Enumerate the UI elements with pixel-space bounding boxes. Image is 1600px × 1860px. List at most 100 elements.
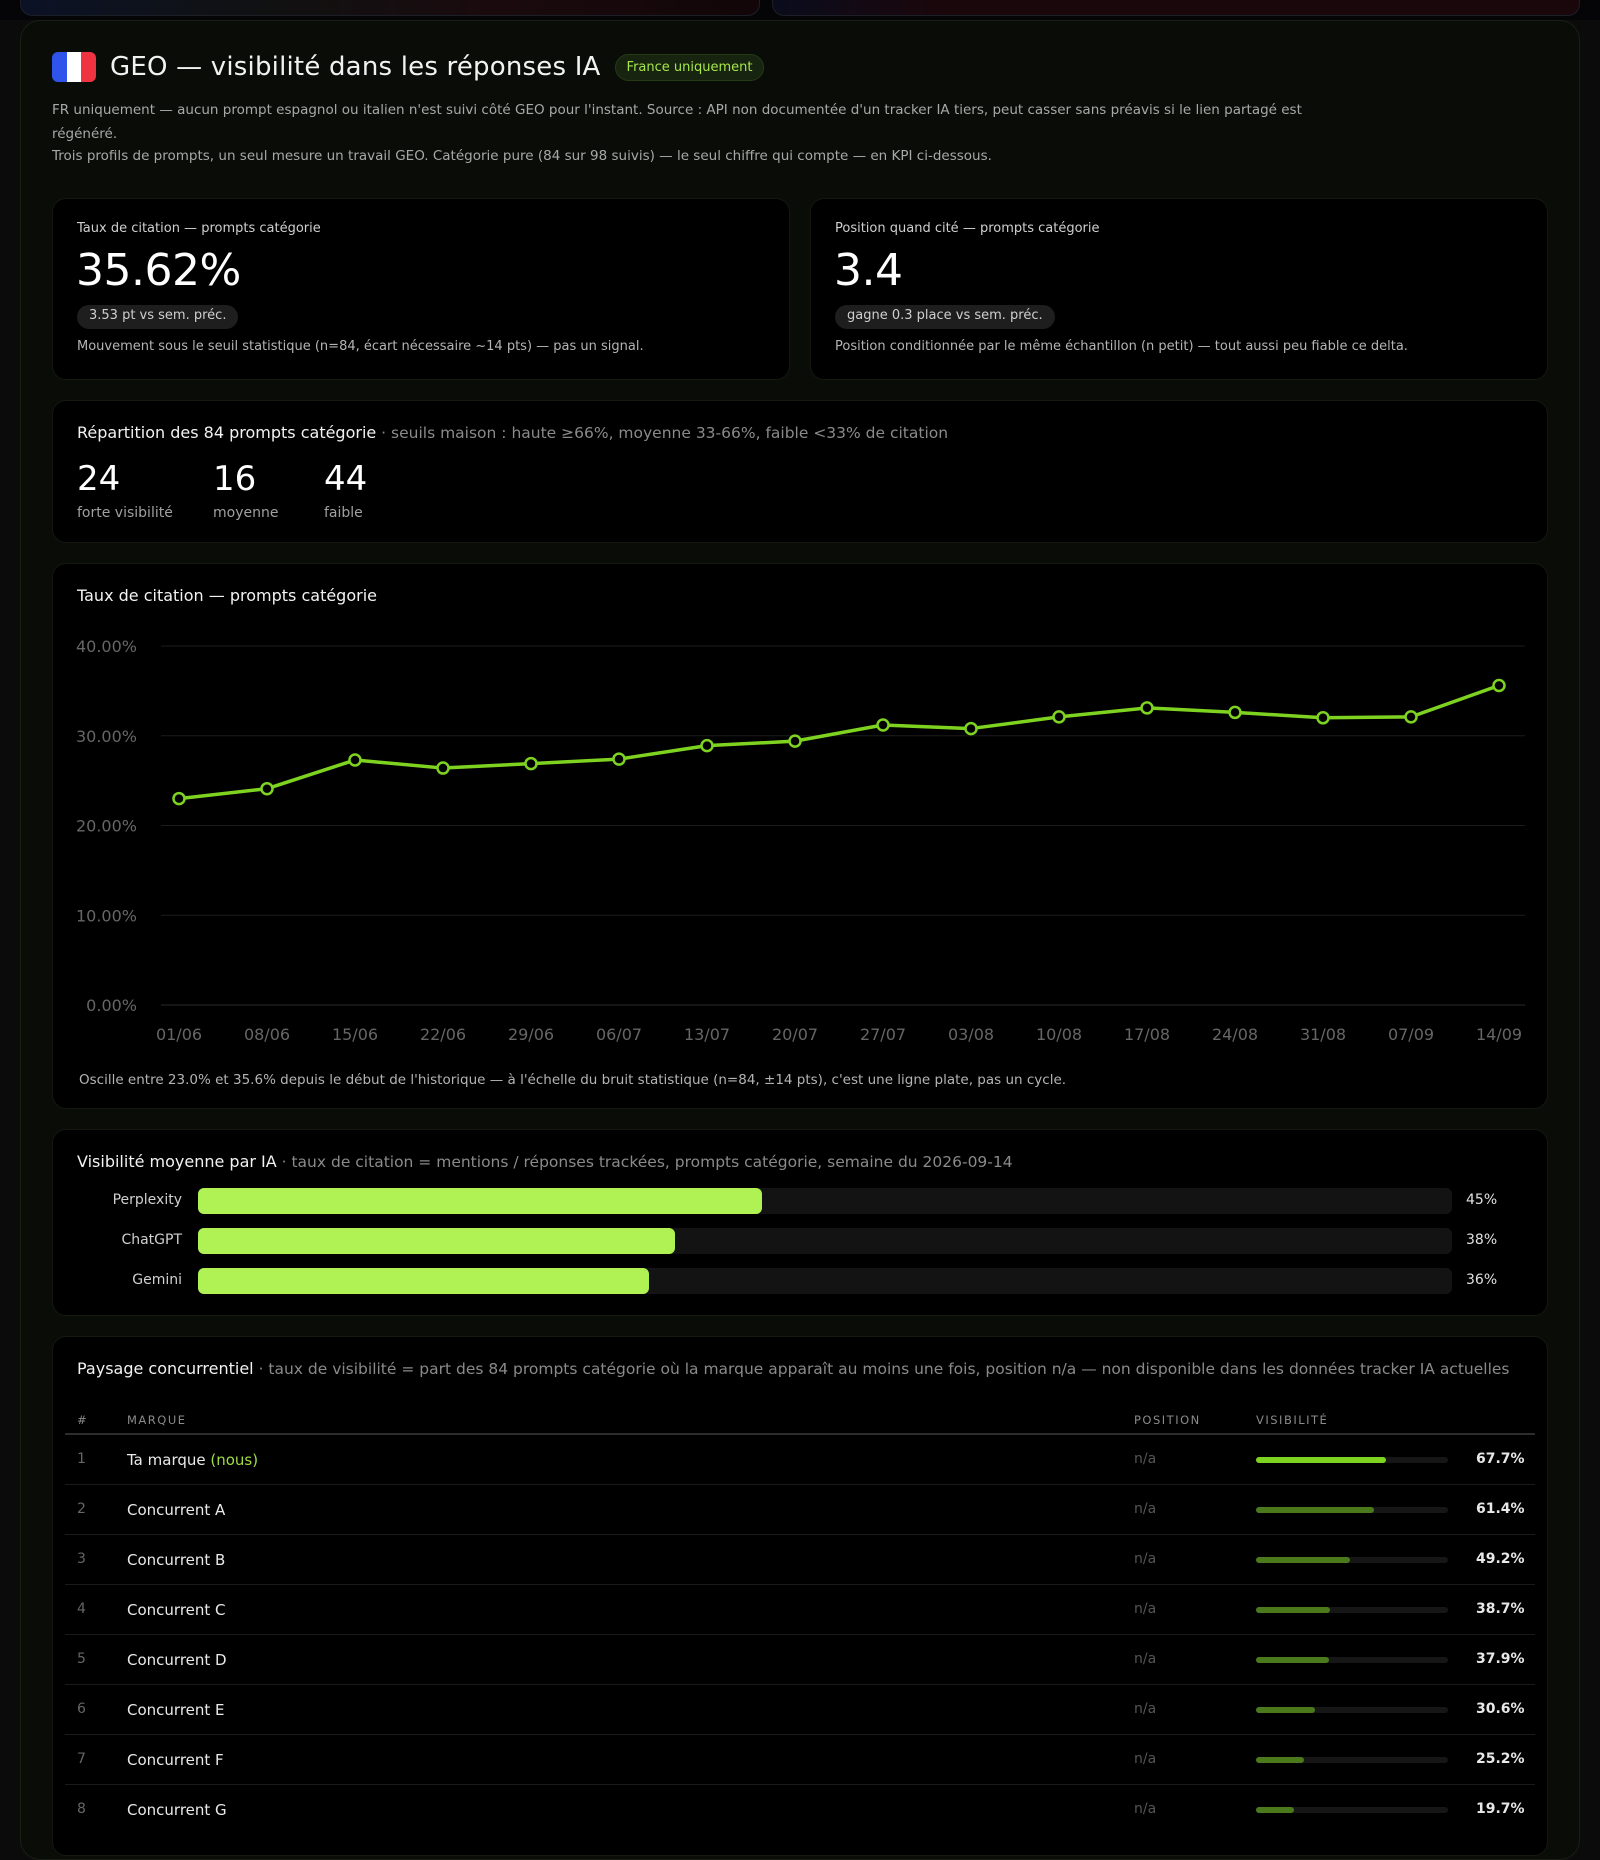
x-tick-label: 10/08 bbox=[1036, 1025, 1082, 1044]
row-index: 3 bbox=[77, 1551, 86, 1567]
section-header: GEO — visibilité dans les réponses IA Fr… bbox=[52, 52, 765, 82]
ai-bar-label: Perplexity bbox=[112, 1192, 182, 1208]
x-tick-label: 14/09 bbox=[1476, 1025, 1522, 1044]
data-point bbox=[172, 791, 186, 806]
position-value: n/a bbox=[1134, 1701, 1157, 1717]
ai-bar-row: Gemini 36% bbox=[53, 1268, 1547, 1294]
ai-visibility-title: Visibilité moyenne par IA · taux de cita… bbox=[77, 1152, 1013, 1171]
us-tag: (nous) bbox=[205, 1451, 259, 1469]
landscape-card: Paysage concurrentiel · taux de visibili… bbox=[52, 1336, 1548, 1856]
visibility-bar-fill bbox=[1256, 1757, 1305, 1763]
visibility-bar-track bbox=[1256, 1757, 1448, 1763]
brand-name: Concurrent B bbox=[127, 1551, 225, 1569]
ai-visibility-card: Visibilité moyenne par IA · taux de cita… bbox=[52, 1129, 1548, 1316]
table-row: 4 Concurrent C n/a 38.7% bbox=[65, 1585, 1535, 1635]
y-tick-label: 10.00% bbox=[76, 906, 137, 925]
ai-bar-track bbox=[198, 1228, 1452, 1254]
x-tick-label: 31/08 bbox=[1300, 1025, 1346, 1044]
visibility-value: 19.7% bbox=[1476, 1801, 1525, 1817]
kpi-label: Position quand cité — prompts catégorie bbox=[835, 221, 1100, 236]
visibility-bar-fill bbox=[1256, 1507, 1374, 1513]
ai-bar-label: ChatGPT bbox=[121, 1232, 182, 1248]
kpi-delta-pill: gagne 0.3 place vs sem. préc. bbox=[835, 305, 1055, 329]
ai-bar-row: ChatGPT 38% bbox=[53, 1228, 1547, 1254]
position-value: n/a bbox=[1134, 1601, 1157, 1617]
kpi-card-position: Position quand cité — prompts catégorie … bbox=[810, 198, 1548, 380]
kpi-footnote: Mouvement sous le seuil statistique (n=8… bbox=[77, 339, 644, 354]
citation-chart-card: Taux de citation — prompts catégorie 0.0… bbox=[52, 563, 1548, 1109]
x-tick-label: 13/07 bbox=[684, 1025, 730, 1044]
row-index: 7 bbox=[77, 1751, 86, 1767]
visibility-value: 30.6% bbox=[1476, 1701, 1525, 1717]
brand-label: Concurrent F bbox=[127, 1751, 224, 1769]
row-index: 8 bbox=[77, 1801, 86, 1817]
brand-name: Ta marque (nous) bbox=[127, 1451, 258, 1469]
landscape-title-text: Paysage concurrentiel bbox=[77, 1359, 254, 1378]
data-point bbox=[700, 738, 714, 753]
y-tick-label: 20.00% bbox=[76, 817, 137, 836]
ai-visibility-title-text: Visibilité moyenne par IA bbox=[77, 1152, 277, 1171]
table-row: 8 Concurrent G n/a 19.7% bbox=[65, 1785, 1535, 1835]
brand-name: Concurrent G bbox=[127, 1801, 227, 1819]
brand-name: Concurrent F bbox=[127, 1751, 224, 1769]
landscape-subtitle: · taux de visibilité = part des 84 promp… bbox=[253, 1360, 1510, 1378]
ai-bar-track bbox=[198, 1188, 1452, 1214]
x-tick-label: 08/06 bbox=[244, 1025, 290, 1044]
visibility-value: 61.4% bbox=[1476, 1501, 1525, 1517]
visibility-bar-track bbox=[1256, 1557, 1448, 1563]
data-point bbox=[612, 752, 626, 766]
distribution-card: Répartition des 84 prompts catégorie · s… bbox=[52, 400, 1548, 543]
position-value: n/a bbox=[1134, 1551, 1157, 1567]
visibility-value: 25.2% bbox=[1476, 1751, 1525, 1767]
y-tick-label: 0.00% bbox=[86, 996, 137, 1015]
position-value: n/a bbox=[1134, 1801, 1157, 1817]
visibility-bar-fill bbox=[1256, 1657, 1329, 1663]
position-value: n/a bbox=[1134, 1751, 1157, 1767]
y-tick-label: 40.00% bbox=[76, 637, 137, 656]
data-point bbox=[1492, 678, 1506, 693]
position-value: n/a bbox=[1134, 1651, 1157, 1667]
brand-name: Concurrent E bbox=[127, 1701, 225, 1719]
table-row: 6 Concurrent E n/a 30.6% bbox=[65, 1685, 1535, 1735]
visibility-value: 38.7% bbox=[1476, 1601, 1525, 1617]
citation-line-chart: 0.00% 10.00% 20.00% 30.00% 40.00% 01/06 08/06 1… bbox=[76, 637, 1525, 1044]
kpi-value: 35.62% bbox=[76, 245, 241, 296]
brand-label: Concurrent A bbox=[127, 1501, 226, 1519]
data-point bbox=[260, 781, 274, 796]
kpi-label: Taux de citation — prompts catégorie bbox=[77, 221, 321, 236]
visibility-bar-track bbox=[1256, 1607, 1448, 1613]
data-point bbox=[1404, 710, 1418, 724]
ai-bar-fill bbox=[198, 1268, 650, 1294]
stat-high: 24 forte visibilité bbox=[77, 459, 173, 521]
row-index: 4 bbox=[77, 1601, 86, 1617]
x-tick-label: 15/06 bbox=[332, 1025, 378, 1044]
position-value: n/a bbox=[1134, 1451, 1157, 1467]
brand-label: Concurrent B bbox=[127, 1551, 226, 1569]
brand-label: Ta marque bbox=[127, 1451, 206, 1469]
visibility-bar-track bbox=[1256, 1707, 1448, 1713]
ai-bar-value: 38% bbox=[1466, 1232, 1498, 1248]
stat-label: moyenne bbox=[213, 505, 279, 521]
data-point bbox=[1228, 705, 1242, 720]
series-line bbox=[178, 683, 1500, 801]
row-index: 6 bbox=[77, 1701, 86, 1717]
table-row: 1 Ta marque (nous) n/a 67.7% bbox=[65, 1435, 1535, 1485]
visibility-value: 49.2% bbox=[1476, 1551, 1525, 1567]
section-title: GEO — visibilité dans les réponses IA bbox=[110, 52, 601, 82]
data-point bbox=[348, 753, 362, 767]
stat-label: faible bbox=[324, 505, 363, 521]
visibility-bar-track bbox=[1256, 1507, 1448, 1513]
table-row: 2 Concurrent A n/a 61.4% bbox=[65, 1485, 1535, 1535]
row-index: 5 bbox=[77, 1651, 86, 1667]
data-point bbox=[1140, 701, 1154, 715]
visibility-value: 37.9% bbox=[1476, 1651, 1525, 1667]
stat-value: 44 bbox=[324, 459, 368, 499]
y-tick-label: 30.00% bbox=[76, 727, 137, 746]
data-point bbox=[436, 761, 450, 775]
x-tick-label: 22/06 bbox=[420, 1025, 466, 1044]
table-header-divider bbox=[65, 1433, 1535, 1435]
brand-label: Concurrent G bbox=[127, 1801, 227, 1819]
stat-medium: 16 moyenne bbox=[213, 459, 278, 521]
ai-bar-value: 36% bbox=[1466, 1272, 1498, 1288]
x-tick-label: 20/07 bbox=[772, 1025, 818, 1044]
